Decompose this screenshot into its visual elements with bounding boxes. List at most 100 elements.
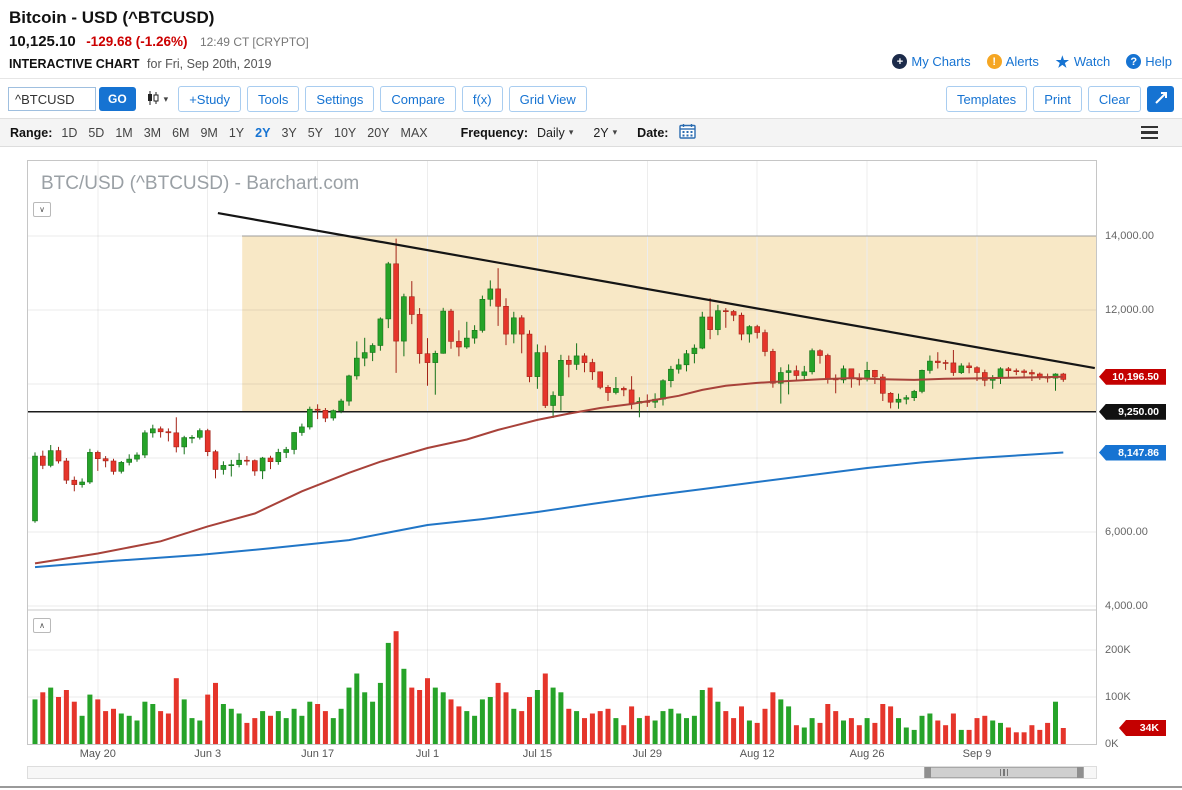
axis-badge-volume: 34K bbox=[1119, 720, 1166, 737]
time-axis-label: Jun 17 bbox=[301, 748, 335, 760]
period-value: 2Y bbox=[593, 125, 609, 140]
caret-down-icon: ▾ bbox=[612, 127, 618, 137]
price-axis-label: 14,000.00 bbox=[1105, 229, 1154, 242]
consolidation-zone bbox=[242, 236, 1097, 412]
range-option-max[interactable]: MAX bbox=[400, 125, 428, 140]
quote-line: 10,125.10 -129.68 (-1.26%) 12:49 CT [CRY… bbox=[9, 33, 309, 51]
axis-badge-ma-blue: 8,147.86 bbox=[1099, 444, 1166, 461]
my-charts-label: My Charts bbox=[911, 54, 971, 69]
toolbar-button-grid-view[interactable]: Grid View bbox=[508, 86, 587, 112]
range-option-5y[interactable]: 5Y bbox=[307, 125, 324, 140]
range-option-3m[interactable]: 3M bbox=[143, 125, 162, 140]
expand-volume-pane-button[interactable]: ∧ bbox=[33, 618, 51, 633]
chart-date-label: for Fri, Sep 20th, 2019 bbox=[147, 57, 272, 71]
toolbar-button-templates[interactable]: Templates bbox=[945, 86, 1028, 112]
time-axis-label: Jul 15 bbox=[522, 748, 553, 760]
page-title: Bitcoin - USD (^BTCUSD) bbox=[9, 8, 215, 27]
range-option-20y[interactable]: 20Y bbox=[367, 125, 390, 140]
alerts-link[interactable]: ! Alerts bbox=[986, 54, 1039, 69]
range-option-1y[interactable]: 1Y bbox=[228, 125, 245, 140]
range-option-1m[interactable]: 1M bbox=[115, 125, 133, 140]
header-links: + My Charts ! Alerts ★ Watch ? Help bbox=[892, 53, 1172, 71]
range-option-9m[interactable]: 9M bbox=[200, 125, 218, 140]
scrollbar-thumb[interactable] bbox=[924, 767, 1084, 778]
plus-circle-icon: + bbox=[892, 54, 908, 69]
time-axis-label: Jul 1 bbox=[415, 748, 440, 760]
my-charts-link[interactable]: + My Charts bbox=[892, 54, 971, 69]
toolbar-button-study[interactable]: +Study bbox=[178, 86, 242, 112]
toolbar-button-f-x[interactable]: f(x) bbox=[461, 86, 503, 112]
range-option-3y[interactable]: 3Y bbox=[281, 125, 297, 140]
candlestick-chart-icon bbox=[145, 90, 161, 109]
time-axis-label: Sep 9 bbox=[962, 748, 992, 760]
price-axis: 14,000.00 12,000.00 6,000.00 4,000.00 200K 10… bbox=[1099, 160, 1181, 750]
range-options: 1D 5D 1M 3M 6M 9M 1Y 2Y 3Y 5Y 10Y 20Y MAX bbox=[61, 126, 438, 140]
axis-badge-level: 9,250.00 bbox=[1099, 403, 1166, 420]
watch-label: Watch bbox=[1073, 54, 1111, 69]
chart-type-button[interactable]: ▾ bbox=[145, 90, 169, 109]
frequency-value: Daily bbox=[537, 125, 565, 140]
time-axis-label: Jul 29 bbox=[632, 748, 662, 760]
last-price: 10,125.10 bbox=[9, 33, 76, 50]
volume-axis-label: 100K bbox=[1105, 690, 1131, 703]
chart-area: BTC/USD (^BTCUSD) - Barchart.com ∨ ∧ bbox=[27, 160, 1097, 745]
range-option-10y[interactable]: 10Y bbox=[334, 125, 357, 140]
caret-down-icon: ▾ bbox=[163, 93, 169, 104]
slow-ma-line bbox=[34, 451, 1064, 569]
time-axis-label: Aug 12 bbox=[739, 748, 775, 760]
chart-toolbar: GO ▾ +StudyToolsSettingsComparef(x)Grid … bbox=[0, 84, 1182, 114]
volume-axis-label: 200K bbox=[1105, 643, 1131, 656]
quote-time: 12:49 CT [CRYPTO] bbox=[199, 35, 309, 49]
scrollbar-left-handle[interactable] bbox=[925, 767, 931, 778]
toolbar-button-clear[interactable]: Clear bbox=[1087, 86, 1141, 112]
price-axis-label: 6,000.00 bbox=[1105, 525, 1148, 538]
axis-badge-ma-red: 10,196.50 bbox=[1099, 368, 1166, 385]
toolbar-button-compare[interactable]: Compare bbox=[380, 86, 456, 112]
watch-link[interactable]: ★ Watch bbox=[1055, 53, 1111, 71]
price-axis-label: 12,000.00 bbox=[1105, 303, 1154, 316]
scrollbar-right-handle[interactable] bbox=[1077, 767, 1083, 778]
alert-icon: ! bbox=[986, 54, 1002, 69]
frequency-dropdown[interactable]: Daily ▾ bbox=[537, 126, 573, 140]
range-option-6m[interactable]: 6M bbox=[172, 125, 190, 140]
alerts-label: Alerts bbox=[1005, 54, 1039, 69]
expand-icon bbox=[1154, 91, 1168, 108]
range-label: Range: bbox=[10, 125, 53, 140]
time-axis-label: May 20 bbox=[79, 748, 116, 760]
range-bar: Range: 1D 5D 1M 3M 6M 9M 1Y 2Y 3Y 5Y 10Y 20Y MAX Fre… bbox=[0, 118, 1182, 147]
toolbar-button-print[interactable]: Print bbox=[1033, 86, 1082, 112]
range-option-1d[interactable]: 1D bbox=[61, 125, 78, 140]
go-button[interactable]: GO bbox=[99, 87, 136, 111]
caret-down-icon: ▾ bbox=[568, 127, 574, 137]
calendar-icon bbox=[679, 123, 697, 142]
help-label: Help bbox=[1145, 54, 1172, 69]
symbol-input[interactable] bbox=[8, 87, 96, 111]
star-icon: ★ bbox=[1055, 53, 1070, 71]
help-link[interactable]: ? Help bbox=[1126, 54, 1172, 69]
toolbar-button-tools[interactable]: Tools bbox=[247, 86, 300, 112]
frequency-label: Frequency: bbox=[460, 125, 529, 140]
time-axis-label: Jun 3 bbox=[194, 748, 222, 760]
interactive-chart-label: INTERACTIVE CHART bbox=[9, 57, 140, 71]
period-dropdown[interactable]: 2Y ▾ bbox=[593, 126, 617, 140]
toolbar-buttons: +Study Tools Settings Compare f(x) Grid View bbox=[178, 86, 593, 112]
time-axis-label: Aug 26 bbox=[849, 748, 885, 760]
expand-chart-button[interactable] bbox=[1147, 86, 1174, 112]
scrollbar-grip bbox=[999, 769, 1009, 776]
range-option-5d[interactable]: 5D bbox=[88, 125, 105, 140]
range-option-2y[interactable]: 2Y bbox=[255, 125, 271, 140]
candles-and-volume bbox=[32, 238, 1067, 745]
breadcrumb: INTERACTIVE CHART for Fri, Sep 20th, 201… bbox=[9, 57, 271, 71]
toolbar-button-settings[interactable]: Settings bbox=[305, 86, 375, 112]
collapse-price-pane-button[interactable]: ∨ bbox=[33, 202, 51, 217]
fast-ma-line bbox=[34, 375, 1064, 565]
toolbar-right-buttons: Templates Print Clear bbox=[945, 86, 1147, 112]
price-volume-chart[interactable] bbox=[27, 160, 1097, 745]
help-icon: ? bbox=[1126, 54, 1142, 69]
calendar-button[interactable] bbox=[679, 123, 697, 142]
menu-icon[interactable] bbox=[1141, 125, 1158, 140]
chart-scrollbar[interactable] bbox=[27, 766, 1097, 779]
price-axis-label: 4,000.00 bbox=[1105, 599, 1148, 612]
time-axis: May 20 Jun 3 Jun 17 Jul 1 Jul 15 Jul 29 Aug 12… bbox=[27, 748, 1097, 762]
